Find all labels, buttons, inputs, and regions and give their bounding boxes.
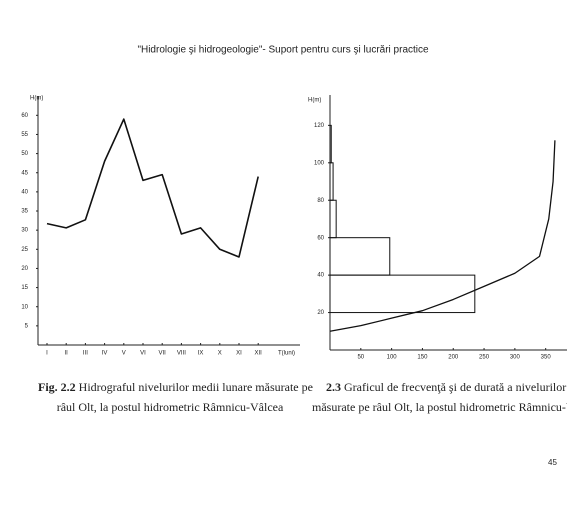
y-tick-label: 50 <box>21 151 28 157</box>
y-tick-label: 10 <box>21 304 28 310</box>
y-tick-label: 35 <box>21 209 28 215</box>
x-tick-label: 100 <box>387 355 398 361</box>
y-tick-label: 100 <box>314 160 325 166</box>
caption-label: Fig. 2.2 <box>38 380 76 394</box>
caption-text: Hidrograful nivelurilor medii lunare măs… <box>79 380 313 394</box>
caption-1-line2: râul Olt, la postul hidrometric Râmnicu-… <box>57 400 284 414</box>
duration-curve <box>329 140 556 332</box>
x-tick-label: 50 <box>357 355 364 361</box>
y-tick-label: 60 <box>21 113 28 119</box>
x-tick-label: VI <box>140 351 146 357</box>
caption-text: Graficul de frecvenţă şi de durată a niv… <box>344 380 566 394</box>
x-tick-label: V <box>122 351 126 357</box>
frequency-bar <box>329 199 337 239</box>
x-tick-label: 250 <box>479 355 490 361</box>
y-tick-label: 40 <box>21 189 28 195</box>
x-axis-label: T(luni) <box>278 351 295 357</box>
y-tick-label: 45 <box>21 170 28 176</box>
x-tick-label: IV <box>102 351 108 357</box>
y-axis-label: H(m) <box>308 98 321 104</box>
x-tick-label: XI <box>236 351 242 357</box>
x-tick-label: XII <box>255 351 263 357</box>
y-axis-label: H(m) <box>30 96 43 102</box>
x-tick-label: IX <box>198 351 204 357</box>
y-tick-label: 60 <box>317 235 324 241</box>
y-tick-label: 80 <box>317 198 324 204</box>
y-tick-label: 40 <box>317 273 324 279</box>
header: "Hidrologie şi hidrogeologie"- Suport pe… <box>137 45 429 56</box>
y-tick-label: 30 <box>21 228 28 234</box>
x-tick-label: X <box>218 351 222 357</box>
y-tick-label: 5 <box>25 323 29 329</box>
x-tick-label: II <box>65 351 69 357</box>
caption-1: Fig. 2.2 Hidrograful nivelurilor medii l… <box>38 380 313 394</box>
frequency-bar <box>329 162 334 201</box>
caption-2: 2.3 Graficul de frecvenţă şi de durată a… <box>326 380 566 394</box>
frequency-bar <box>329 237 391 276</box>
x-tick-label: 300 <box>510 355 521 361</box>
x-tick-label: 350 <box>541 355 552 361</box>
x-tick-label: VIII <box>177 351 186 357</box>
y-tick-label: 15 <box>21 285 28 291</box>
y-tick-label: 20 <box>21 266 28 272</box>
caption-2-line2: măsurate pe râul Olt, la postul hidromet… <box>312 400 567 414</box>
frequency-bar <box>329 274 476 314</box>
y-tick-label: 120 <box>314 123 325 129</box>
caption-label: 2.3 <box>326 380 341 394</box>
y-tick-label: 25 <box>21 247 28 253</box>
data-line <box>46 118 259 258</box>
x-tick-label: VII <box>159 351 167 357</box>
x-tick-label: I <box>46 351 48 357</box>
y-tick-label: 55 <box>21 132 28 138</box>
x-tick-label: III <box>83 351 88 357</box>
x-tick-label: 150 <box>417 355 428 361</box>
page-number: 45 <box>548 458 557 467</box>
frequency-bar <box>329 124 332 164</box>
x-tick-label: 200 <box>448 355 459 361</box>
y-tick-label: 20 <box>317 310 324 316</box>
